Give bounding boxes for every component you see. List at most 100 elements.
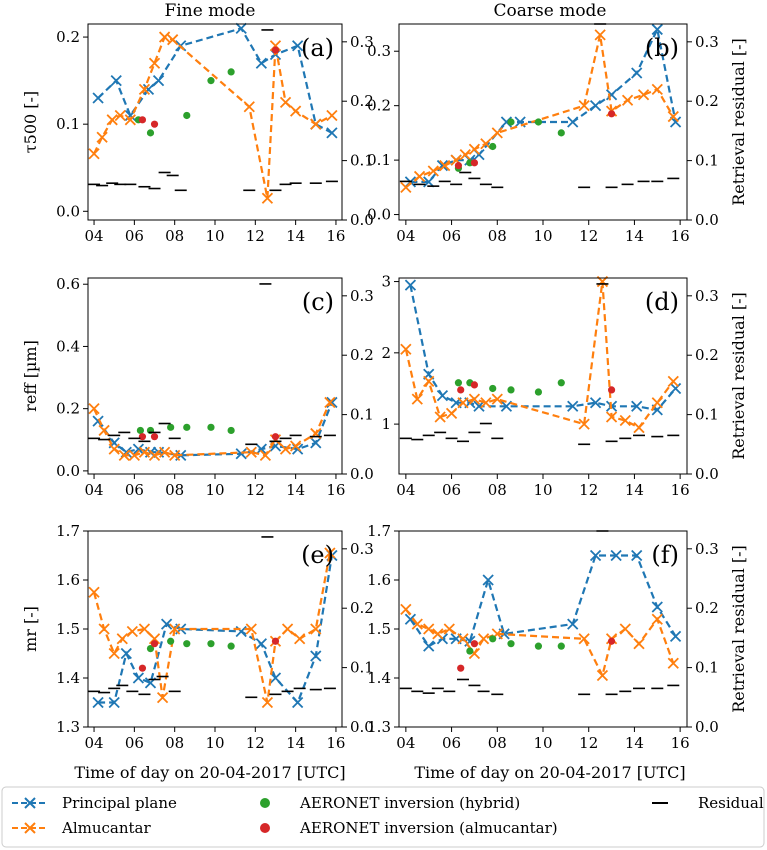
marker-x-pp — [589, 397, 602, 409]
marker-x-alm — [281, 623, 294, 635]
marker-x-alm — [310, 118, 322, 130]
x-tick-label: 10 — [205, 227, 224, 245]
marker-x-pp — [120, 647, 132, 660]
series-res — [399, 283, 680, 446]
marker-x-alm — [124, 114, 136, 126]
marker-x-alm — [651, 83, 663, 95]
y-tick-label: 0.0 — [56, 462, 80, 480]
x-tick-label: 12 — [246, 734, 265, 752]
x-tick-label: 10 — [533, 227, 552, 245]
marker-x-alm — [116, 633, 128, 645]
series-res — [88, 283, 336, 446]
column-title-coarse: Coarse mode — [494, 1, 607, 21]
marker-x-alm — [324, 396, 336, 409]
x-tick-label: 08 — [488, 481, 507, 499]
point-hyb — [207, 640, 215, 648]
marker-x-pp — [255, 638, 268, 650]
point-hyb — [507, 386, 515, 394]
x-tick-label: 04 — [85, 227, 104, 245]
series-alm — [400, 603, 679, 682]
legend-entry-almucantar: Almucantar — [12, 819, 151, 837]
panel-label: (b) — [645, 34, 679, 62]
marker-x-alm — [326, 109, 338, 122]
panels: 04 06 08 10 12 14 160.00.10.20.00.10.20.3τ500 … — [21, 22, 748, 752]
series-line-alm — [404, 281, 675, 430]
point-hyb — [207, 77, 215, 85]
marker-x-alm — [245, 623, 257, 635]
marker-x-alm — [289, 105, 302, 117]
x-tick-label: 04 — [85, 734, 104, 752]
y2-tick-label: 0.3 — [350, 33, 374, 51]
point-aalm — [138, 116, 147, 124]
point-hyb — [227, 426, 235, 435]
marker-x-alm — [413, 170, 426, 183]
legend-entry-aeronet-almucantar: AERONET inversion (almucantar) — [260, 819, 558, 837]
y-tick-label: 1.6 — [367, 571, 391, 589]
x-tick-label: 12 — [579, 734, 598, 752]
x-tick-label: 16 — [671, 227, 690, 245]
marker-x-alm — [289, 440, 302, 452]
point-aalm — [150, 120, 159, 128]
marker-x-alm — [114, 109, 126, 122]
marker-x-alm — [578, 633, 590, 645]
point-aalm — [271, 46, 280, 54]
series-line-alm — [92, 552, 331, 703]
marker-x-pp — [132, 672, 145, 684]
y2-tick-label: 0.2 — [350, 346, 374, 364]
marker-x-alm — [245, 446, 257, 458]
series-line-alm — [93, 35, 333, 199]
series-hyb — [136, 423, 235, 435]
series-aalm — [138, 433, 280, 441]
marker-x-pp — [473, 400, 485, 412]
marker-x-pp — [255, 443, 268, 455]
point-hyb — [227, 68, 235, 76]
x-tick-label: 08 — [488, 227, 507, 245]
point-hyb — [167, 423, 175, 431]
marker-x-pp — [436, 389, 449, 402]
x-tick-label: 14 — [625, 481, 644, 499]
series-aalm — [457, 381, 616, 394]
marker-x-alm — [423, 375, 435, 387]
marker-x-alm — [138, 83, 151, 95]
marker-x-alm — [459, 149, 471, 161]
series-aalm — [454, 110, 616, 170]
marker-x-pp — [404, 613, 417, 625]
point-hyb — [207, 423, 215, 431]
axes-frame — [87, 277, 343, 475]
marker-x-alm — [432, 628, 444, 640]
point-hyb — [183, 640, 191, 648]
series-hyb — [146, 637, 235, 653]
marker-x-alm — [445, 407, 458, 420]
y-tick-label: 1 — [381, 415, 391, 433]
marker-x-alm — [106, 114, 118, 126]
marker-x-pp — [423, 176, 435, 188]
marker-x-pp — [631, 400, 643, 412]
point-hyb — [534, 642, 543, 650]
series-alm — [88, 547, 336, 709]
marker-x-alm — [605, 411, 618, 423]
series-line-pp — [409, 284, 677, 412]
point-aalm — [470, 381, 479, 389]
legend: Principal plane Almucantar AERONET inver… — [1, 786, 765, 848]
marker-x-pp — [235, 22, 247, 34]
series-hyb — [454, 118, 565, 172]
y2-tick-label: 0.3 — [350, 540, 374, 558]
marker-x-alm — [578, 418, 590, 430]
panel-label: (d) — [645, 288, 679, 316]
marker-x-alm — [480, 397, 492, 409]
marker-x-alm — [167, 34, 179, 46]
marker-x-pp — [631, 67, 643, 79]
x-tick-label: 12 — [579, 227, 598, 245]
marker-x-alm — [477, 633, 490, 645]
series-hyb — [466, 635, 565, 655]
x-tick-label: 16 — [326, 481, 345, 499]
point-hyb — [466, 647, 474, 655]
point-hyb — [507, 118, 515, 126]
marker-x-alm — [88, 148, 100, 160]
y2-tick-label: 0.3 — [695, 287, 719, 305]
point-aalm — [271, 637, 280, 645]
marker-x-alm — [158, 31, 171, 43]
marker-x-pp — [605, 89, 618, 101]
marker-x-pp — [235, 448, 247, 460]
